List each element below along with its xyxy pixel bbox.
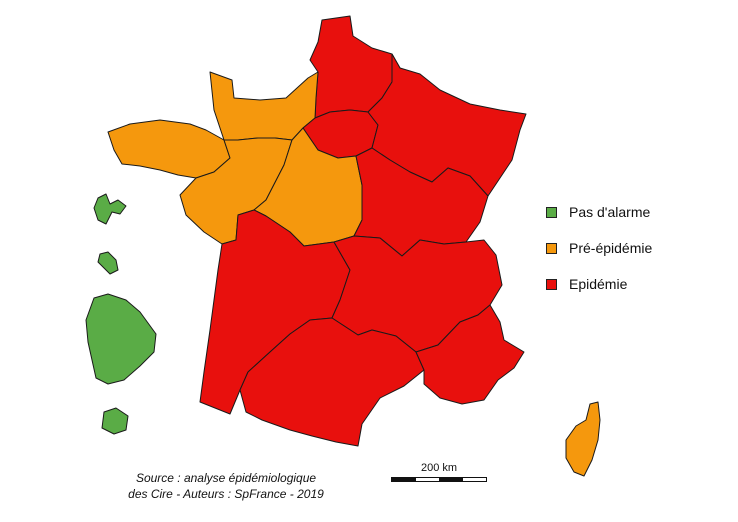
- region-bretagne: Bretagne: [107, 119, 231, 179]
- source-note: Source : analyse épidémiologique des Cir…: [76, 470, 376, 502]
- legend-swatch: [546, 206, 557, 218]
- region-guadeloupe: Guadeloupe: [93, 193, 127, 225]
- legend-swatch: [546, 242, 557, 254]
- legend-item-epidemie: Epidémie: [546, 275, 652, 293]
- legend-item-pre-epidemie: Pré-épidémie: [546, 239, 652, 257]
- region-martinique: Martinique: [97, 251, 119, 275]
- scale-label: 200 km: [420, 462, 458, 474]
- scale-segment: [462, 478, 486, 481]
- scale-bar-graphic: [391, 477, 487, 482]
- region-la-reunion: La Réunion: [101, 407, 129, 435]
- scale-segment: [439, 478, 463, 481]
- source-line-2: des Cire - Auteurs : SpFrance - 2019: [128, 487, 324, 501]
- legend-label: Pas d'alarme: [569, 204, 651, 220]
- scale-segment: [392, 478, 416, 481]
- legend-label: Epidémie: [569, 276, 628, 292]
- region-paca: Provence-Alpes-Côte d'Azur: [415, 304, 525, 405]
- legend: Pas d'alarme Pré-épidémie Epidémie: [546, 203, 652, 311]
- legend-swatch: [546, 278, 557, 290]
- scale-segment: [415, 478, 439, 481]
- region-guyane: Guyane: [85, 293, 157, 385]
- legend-item-pas-alarme: Pas d'alarme: [546, 203, 652, 221]
- scale-bar: 200 km: [391, 462, 487, 482]
- region-occitanie: Occitanie: [239, 317, 425, 447]
- legend-label: Pré-épidémie: [569, 240, 653, 256]
- region-corse: Corse: [565, 401, 601, 477]
- source-line-1: Source : analyse épidémiologique: [135, 471, 317, 485]
